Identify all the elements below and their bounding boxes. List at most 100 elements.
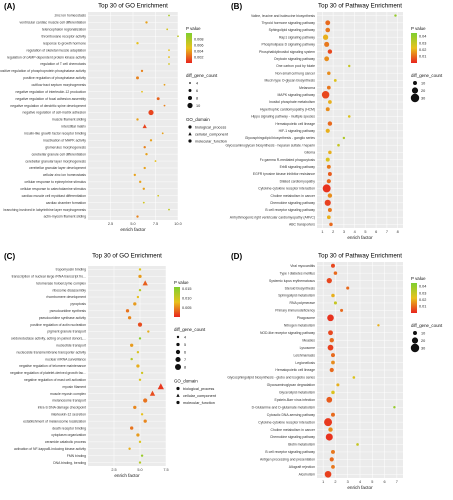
term-label-c-7: pseudouridine synthase activity <box>39 316 86 320</box>
term-label-c-1: transcription of nuclear large rRNA tran… <box>12 275 86 279</box>
term-label-d-6: Primary immunodeficiency <box>275 309 315 313</box>
data-point-b-15 <box>327 121 333 126</box>
data-point-a-16 <box>142 124 147 129</box>
x-tick-label-a-2: 7.5 <box>153 222 158 226</box>
term-label-d-1: Type I diabetes mellitus <box>280 271 316 275</box>
x-tick-label-b-6: 7 <box>386 230 388 234</box>
domain-legend-title-c: GO_domain <box>174 379 198 384</box>
x-tick-label-d-5: 6 <box>384 480 386 484</box>
pvalue-colorbar-d <box>411 283 417 313</box>
term-label-c-14: negative regulation of telomere maintena… <box>19 364 86 368</box>
data-point-d-12 <box>330 353 335 358</box>
data-point-a-28 <box>168 208 170 211</box>
data-point-a-10 <box>163 83 166 86</box>
data-point-a-3 <box>177 35 179 38</box>
data-point-c-18 <box>149 390 156 396</box>
data-point-c-27 <box>140 454 144 457</box>
panel-label-a: (A) <box>4 2 15 11</box>
data-point-b-6 <box>324 56 330 62</box>
data-point-a-27 <box>142 201 145 204</box>
chart-title-b: Top 30 of Pathway Enrichment <box>318 3 402 10</box>
term-label-b-20: Fc gamma R-mediated phagocytosis <box>260 158 316 162</box>
term-label-d-10: Measles <box>302 338 315 342</box>
data-point-a-18 <box>149 139 153 142</box>
term-label-d-20: Cytosolic DNA-sensing pathway <box>267 413 316 417</box>
data-point-b-21 <box>326 164 331 169</box>
data-point-c-23 <box>130 426 134 430</box>
data-point-d-9 <box>328 330 333 336</box>
term-label-b-1: Thyroid hormone signaling pathway <box>261 21 315 25</box>
chart-a-svg: (A) Top 30 of GO Enrichment zinc ion homeo… <box>0 2 229 232</box>
term-label-a-23: cellular zinc ion homeostasis <box>43 173 86 177</box>
term-label-b-24: Cytokine-cytokine receptor interaction <box>258 187 315 191</box>
count-legend-label-a-2: 8 <box>196 96 198 100</box>
term-label-d-11: Lysosome <box>300 346 315 350</box>
data-point-d-28 <box>324 470 332 478</box>
term-label-c-23: death receptor binding <box>52 426 86 430</box>
data-point-c-22 <box>143 419 147 423</box>
data-point-d-24 <box>356 443 359 446</box>
panel-a: (A) Top 30 of GO Enrichment zinc ion homeo… <box>0 0 229 250</box>
count-legend-label-d-2: 30 <box>421 346 425 350</box>
data-point-d-25 <box>330 449 335 454</box>
term-label-a-25: cellular response to catecholamine stimu… <box>20 187 86 191</box>
data-point-b-4 <box>324 41 330 47</box>
term-label-a-6: regulation of cAMP-dependent protein kin… <box>7 55 86 59</box>
data-point-c-4 <box>136 295 140 299</box>
data-point-b-18 <box>337 143 340 147</box>
pvalue-tick-a-2: 0.004 <box>194 49 204 53</box>
pvalue-tick-d-2: 0.02 <box>419 298 426 302</box>
term-label-b-23: Dilated cardiomyopathy <box>280 179 316 183</box>
x-tick-label-d-3: 4 <box>359 480 361 484</box>
term-label-d-2: Systemic lupus erythematosus <box>269 279 315 283</box>
data-point-a-25 <box>142 187 145 190</box>
term-label-a-20: cerebellar granule cell differentiation <box>32 152 87 156</box>
term-label-a-14: negative regulation of cell-matrix adhes… <box>22 111 86 115</box>
data-point-b-10 <box>326 85 331 90</box>
data-point-b-13 <box>325 107 330 112</box>
data-point-a-29 <box>136 215 139 218</box>
term-label-c-20: intra-S DNA damage checkpoint <box>38 406 86 410</box>
term-label-d-24: Biotin metabolism <box>288 443 315 447</box>
count-legend-label-b-2: 30 <box>421 96 425 100</box>
data-point-b-7 <box>348 64 351 68</box>
term-label-d-27: Allograft rejection <box>289 465 315 469</box>
x-tick-label-c-2: 7.5 <box>163 468 168 472</box>
data-point-a-12 <box>156 97 160 101</box>
count-legend-label-a-0: 4 <box>196 81 198 85</box>
data-point-b-11 <box>321 91 330 99</box>
pvalue-tick-d-0: 0.04 <box>419 285 426 289</box>
term-label-b-16: HIF-1 signaling pathway <box>279 129 316 133</box>
term-label-b-7: One carbon pool by folate <box>276 64 315 68</box>
term-label-d-0: Viral myocarditis <box>290 264 315 268</box>
term-label-d-3: Steroid biosynthesis <box>285 286 316 290</box>
domain-legend-shape-a-0 <box>188 125 192 129</box>
term-label-b-27: B cell receptor signaling pathway <box>265 208 315 212</box>
pvalue-colorbar-c <box>174 287 180 317</box>
x-axis-label-d: enrich factor <box>347 485 373 490</box>
data-point-b-0 <box>394 14 397 17</box>
panel-c: (C) Top 30 of GO Enrichment tropomyosin bi… <box>0 250 226 500</box>
pvalue-tick-a-1: 0.006 <box>194 43 204 47</box>
data-point-c-7 <box>127 316 132 320</box>
term-label-a-19: glomerulus morphogenesis <box>45 145 86 149</box>
count-legend-label-c-2: 6 <box>184 350 186 354</box>
term-label-d-15: Glycosphingolipid biosynthesis - globo a… <box>227 376 315 380</box>
term-label-c-19: melanosome transport <box>52 399 86 403</box>
count-legend-title-b: diff_gene_count <box>411 73 443 78</box>
term-label-d-8: Nitrogen metabolism <box>284 324 315 328</box>
term-label-b-29: ABC transporters <box>289 223 315 227</box>
data-point-d-15 <box>352 376 356 379</box>
data-point-d-23 <box>325 433 333 441</box>
panel-label-b: (B) <box>231 2 242 11</box>
term-label-a-2: telencephalon regionalization <box>42 28 86 32</box>
data-point-a-8 <box>140 69 144 73</box>
data-point-a-17 <box>161 132 164 135</box>
data-point-c-2 <box>142 280 148 286</box>
pvalue-tick-d-3: 0.01 <box>419 305 426 309</box>
domain-legend-label-c-0: biological_process <box>183 387 214 391</box>
data-point-d-26 <box>329 457 334 462</box>
data-point-c-3 <box>138 288 142 292</box>
count-legend-label-c-1: 5 <box>184 343 186 347</box>
